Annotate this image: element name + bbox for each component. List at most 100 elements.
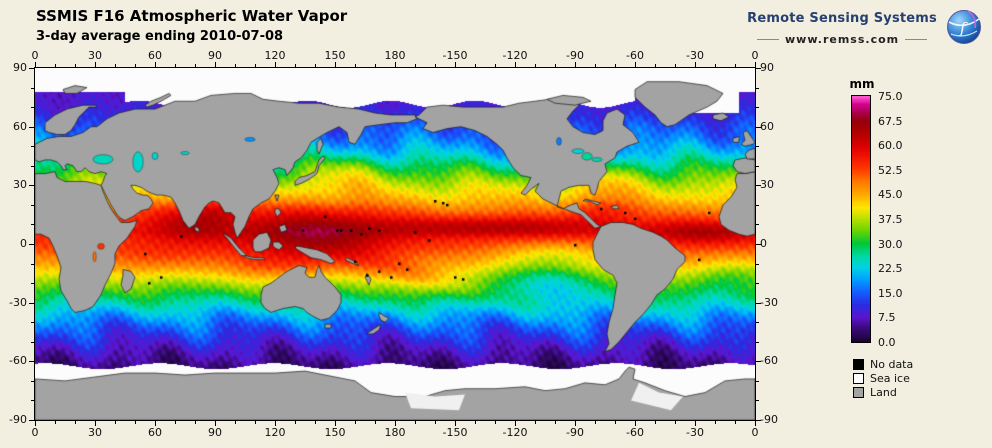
axis-tick	[615, 64, 616, 67]
axis-tick	[415, 64, 416, 67]
axis-tick	[756, 322, 759, 323]
axis-tick	[395, 421, 396, 426]
lat-tick-label-left: -90	[9, 413, 27, 426]
map-frame	[34, 67, 756, 421]
axis-tick	[756, 146, 759, 147]
legend-swatch	[853, 372, 864, 384]
lat-tick-label-right: 30	[760, 178, 774, 191]
remss-globe-logo-icon[interactable]: f	[944, 6, 984, 46]
brand-text-column: Remote Sensing Systems www.remss.com	[747, 11, 937, 46]
axis-tick	[195, 421, 196, 424]
axis-tick	[635, 421, 636, 426]
colorbar-tick-label: 45.0	[878, 188, 903, 202]
lon-tick-label-bottom: -30	[686, 426, 704, 439]
legend-label: Sea ice	[870, 371, 910, 385]
axis-tick	[31, 224, 34, 225]
axis-tick	[435, 421, 436, 424]
svg-text:f: f	[959, 19, 968, 37]
figure-title: SSMIS F16 Atmospheric Water Vapor	[36, 7, 348, 25]
axis-tick	[515, 62, 516, 67]
axis-tick	[275, 421, 276, 426]
axis-tick	[235, 64, 236, 67]
axis-tick	[756, 400, 759, 401]
axis-tick	[756, 283, 759, 284]
brand-block[interactable]: Remote Sensing Systems www.remss.com f	[747, 6, 984, 46]
axis-tick	[75, 64, 76, 67]
axis-tick	[31, 205, 34, 206]
brand-url[interactable]: www.remss.com	[785, 33, 900, 46]
axis-tick	[695, 421, 696, 426]
brand-url-row[interactable]: www.remss.com	[757, 33, 928, 46]
lon-tick-label-top: 180	[384, 49, 406, 62]
axis-tick	[755, 62, 756, 67]
axis-tick	[135, 64, 136, 67]
axis-tick	[315, 64, 316, 67]
lon-tick-label-top: 0	[31, 49, 39, 62]
colorbar-tick-label: 67.5	[878, 114, 903, 128]
axis-tick	[75, 421, 76, 424]
axis-tick	[756, 205, 759, 206]
lat-tick-label-left: 60	[13, 120, 27, 133]
lat-tick-label-left: 0	[20, 237, 27, 250]
legend-swatch	[853, 386, 864, 398]
axis-tick	[29, 303, 34, 304]
axis-tick	[29, 185, 34, 186]
axis-tick	[355, 64, 356, 67]
axis-tick	[756, 127, 761, 128]
axis-tick	[295, 421, 296, 424]
lon-tick-label-bottom: 30	[88, 426, 102, 439]
colorbar-tick-label: 22.5	[878, 262, 903, 276]
map-legend: No data Sea ice Land	[853, 358, 913, 400]
axis-tick	[455, 62, 456, 67]
axis-tick	[95, 62, 96, 67]
axis-tick	[29, 127, 34, 128]
axis-tick	[155, 62, 156, 67]
lon-tick-label-top: 0	[751, 49, 759, 62]
colorbar-tick-label: 37.5	[878, 213, 903, 226]
axis-tick	[31, 400, 34, 401]
lat-tick-label-left: 90	[13, 61, 27, 74]
axis-tick	[435, 64, 436, 67]
axis-tick	[655, 421, 656, 424]
axis-tick	[315, 421, 316, 424]
axis-tick	[715, 64, 716, 67]
lon-tick-label-bottom: -90	[566, 426, 584, 439]
axis-tick	[535, 421, 536, 424]
colorbar-tick-label: 30.0	[878, 237, 903, 251]
url-right-rule	[905, 39, 928, 40]
axis-tick	[115, 64, 116, 67]
axis-tick	[695, 62, 696, 67]
lon-tick-label-bottom: 120	[264, 426, 286, 439]
lat-tick-label-left: -60	[9, 354, 27, 367]
axis-tick	[755, 421, 756, 426]
lon-tick-label-bottom: 180	[384, 426, 406, 439]
axis-tick	[29, 244, 34, 245]
figure-subtitle: 3-day average ending 2010-07-08	[36, 29, 284, 44]
axis-tick	[175, 64, 176, 67]
lon-tick-label-bottom: 0	[31, 426, 39, 439]
axis-tick	[395, 62, 396, 67]
axis-tick	[555, 421, 556, 424]
axis-tick	[555, 64, 556, 67]
legend-item: Sea ice	[853, 371, 913, 385]
lon-tick-label-top: 90	[208, 49, 222, 62]
lon-tick-label-bottom: 60	[148, 426, 162, 439]
axis-tick	[235, 421, 236, 424]
lon-tick-label-top: 150	[324, 49, 346, 62]
axis-tick	[675, 421, 676, 424]
axis-tick	[715, 421, 716, 424]
axis-tick	[415, 421, 416, 424]
axis-tick	[35, 421, 36, 426]
lon-tick-label-bottom: 0	[751, 426, 759, 439]
axis-tick	[355, 421, 356, 424]
axis-tick	[635, 62, 636, 67]
colorbar-tick-label: 7.5	[878, 311, 896, 325]
axis-tick	[195, 64, 196, 67]
colorbar-tick-label: 75.0	[878, 90, 903, 103]
axis-tick	[31, 322, 34, 323]
axis-tick	[29, 68, 34, 69]
axis-tick	[255, 421, 256, 424]
axis-tick	[475, 421, 476, 424]
axis-tick	[29, 361, 34, 362]
lat-tick-label-right: 60	[760, 120, 774, 133]
